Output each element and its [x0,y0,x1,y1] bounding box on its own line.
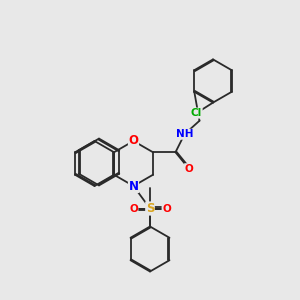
Text: Cl: Cl [191,108,202,118]
Text: S: S [146,202,154,215]
Text: N: N [128,179,139,193]
Text: NH: NH [176,129,193,139]
Text: O: O [162,203,171,214]
Text: O: O [128,134,139,148]
Text: O: O [129,203,138,214]
Text: O: O [184,164,194,174]
